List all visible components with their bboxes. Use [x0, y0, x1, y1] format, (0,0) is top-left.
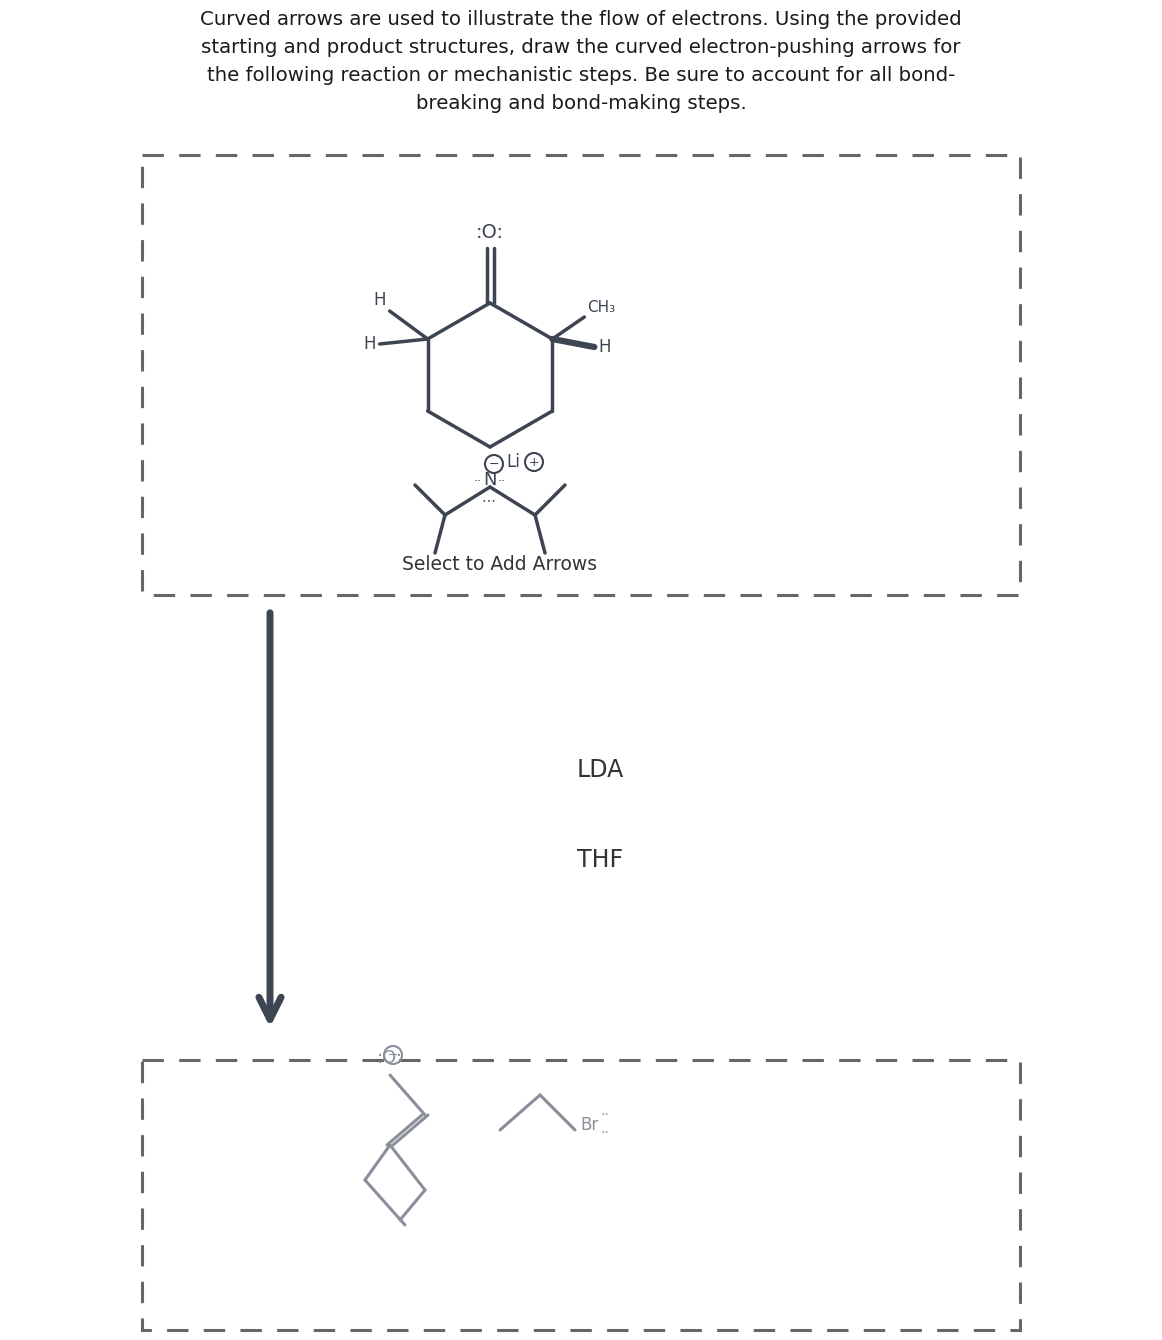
Text: H: H — [373, 291, 386, 310]
Text: ··: ·· — [498, 476, 505, 489]
Text: :O:: :O: — [376, 1049, 403, 1067]
Text: Br: Br — [580, 1116, 598, 1134]
Text: +: + — [529, 456, 539, 469]
Text: ··: ·· — [601, 1126, 609, 1140]
Text: H: H — [598, 338, 611, 356]
Text: THF: THF — [578, 848, 623, 872]
Bar — [142, 1060, 1020, 1331]
Text: Li: Li — [507, 453, 521, 470]
Text: Curved arrows are used to illustrate the flow of electrons. Using the provided
s: Curved arrows are used to illustrate the… — [200, 9, 962, 113]
Text: ··: ·· — [474, 476, 482, 489]
Text: ··: ·· — [601, 1108, 609, 1122]
Text: N: N — [483, 470, 496, 489]
Text: Select to Add Arrows: Select to Add Arrows — [402, 555, 597, 574]
Text: −: − — [388, 1048, 399, 1061]
Text: LDA: LDA — [576, 758, 624, 783]
Text: ⋯: ⋯ — [481, 493, 495, 507]
Text: −: − — [489, 457, 500, 470]
Text: H: H — [364, 335, 375, 352]
Bar — [142, 155, 1020, 595]
Text: CH₃: CH₃ — [587, 300, 616, 315]
Text: :O:: :O: — [476, 222, 504, 243]
